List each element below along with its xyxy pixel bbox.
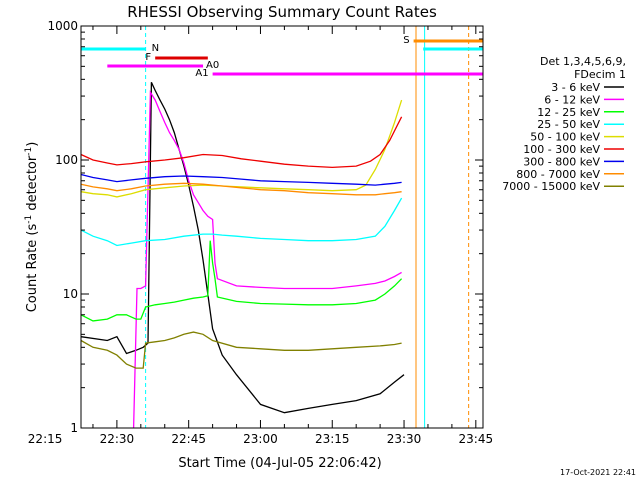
plot-frame — [80, 25, 484, 429]
y-tick-label: 10 — [63, 287, 78, 301]
legend-label: 100 - 300 keV — [523, 143, 600, 156]
x-axis-label: Start Time (04-Jul-05 22:06:42) — [178, 456, 381, 471]
legend-title-line-1: Det 1,3,4,5,6,9, — [540, 55, 626, 68]
legend-label: 300 - 800 keV — [523, 155, 600, 168]
series-layer — [80, 82, 405, 429]
flag-label-n: N — [152, 43, 159, 54]
series-line-7000-15000-kev — [80, 331, 402, 369]
x-tick-label: 23:45 — [459, 432, 494, 446]
y-axis-label-part-2: detector — [25, 155, 40, 215]
y-axis-label-part-1: Count Rate (s — [25, 224, 40, 313]
x-tick-label: 23:30 — [387, 432, 422, 446]
y-axis-label-part-3: ) — [25, 142, 40, 147]
series-line-300-800-kev — [80, 173, 402, 186]
y-axis-label-sup-1: -1 — [24, 215, 34, 224]
flag-label-f: F — [145, 52, 151, 63]
series-line-12-25-kev — [80, 240, 403, 322]
legend-label: 3 - 6 keV — [551, 81, 600, 94]
series-line-25-50-kev — [80, 197, 403, 247]
chart-title: RHESSI Observing Summary Count Rates — [127, 3, 437, 21]
legend-label: 25 - 50 keV — [537, 118, 600, 131]
x-tick-label: 22:15 — [28, 432, 63, 446]
legend-label: 7000 - 15000 keV — [502, 180, 600, 193]
x-tick-label: 22:30 — [100, 432, 135, 446]
legend-label: 12 - 25 keV — [537, 106, 600, 119]
flag-label-s: S — [403, 35, 409, 46]
x-tick-label: 23:15 — [315, 432, 350, 446]
y-tick-label: 1 — [70, 421, 78, 435]
axes-layer: 1 10 100 1000 22:15 22:30 22:45 23:00 23:15 23:30… — [28, 19, 493, 446]
flag-label-a1: A1 — [195, 68, 208, 79]
flag-label-a0: A0 — [206, 60, 219, 71]
series-line-800-7000-kev — [80, 182, 402, 196]
x-tick-label: 23:00 — [243, 432, 278, 446]
y-tick-label: 100 — [55, 153, 78, 167]
generated-timestamp: 17-Oct-2021 22:41 — [560, 468, 636, 477]
legend-title-line-2: FDecim 1 — [574, 68, 626, 81]
y-tick-label: 1000 — [47, 19, 78, 33]
series-line-50-100-kev — [80, 99, 403, 198]
series-line-6-12-kev — [132, 90, 402, 429]
series-line-3-6-kev — [80, 82, 405, 414]
series-line-100-300-kev — [80, 116, 403, 169]
y-axis-label: Count Rate (s-1 detector-1) — [24, 142, 40, 313]
y-axis-label-sup-2: -1 — [24, 147, 34, 156]
legend-label: 6 - 12 keV — [544, 93, 600, 106]
legend-label: 800 - 7000 keV — [516, 168, 600, 181]
legend-label: 50 - 100 keV — [530, 131, 600, 144]
x-tick-label: 22:45 — [171, 432, 206, 446]
